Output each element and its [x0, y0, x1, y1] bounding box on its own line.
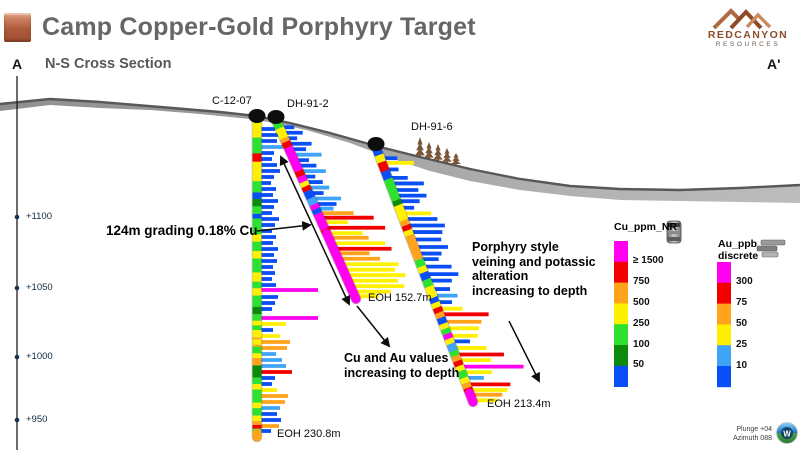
hole-interval — [465, 388, 478, 407]
legend-colorbar-segment — [717, 366, 731, 388]
hole-interval — [417, 264, 428, 275]
azimuth-label: Azimuth 088 — [733, 434, 772, 442]
hole-interval — [393, 203, 409, 222]
annotation-arrow — [508, 320, 540, 383]
section-title: N-S Cross Section — [45, 56, 172, 72]
legend-colorbar-segment — [614, 241, 628, 263]
hole-interval — [306, 196, 318, 207]
hole-interval — [275, 126, 289, 141]
hole-interval — [442, 332, 454, 341]
au-legend-title: Au_ppb discrete — [718, 238, 759, 262]
hole-interval — [424, 284, 438, 300]
hole-interval — [446, 342, 458, 353]
hole-interval — [297, 174, 308, 184]
hole-interval — [281, 139, 293, 150]
legend-colorbar-segment — [614, 261, 628, 283]
hole-interval — [401, 223, 412, 232]
hole-interval — [456, 369, 469, 380]
copper-bar-icon — [4, 13, 31, 42]
elevation-tick-dot — [14, 214, 20, 220]
legend-colorbar-segment — [717, 262, 731, 284]
hole-interval — [311, 207, 322, 216]
hole-interval — [419, 270, 431, 282]
legend-colorbar-segment — [614, 303, 628, 325]
cu-legend-title: Cu_ppm_NR — [614, 221, 678, 233]
hole-interval — [374, 153, 386, 164]
collar-dot — [367, 137, 385, 151]
legend-colorbar-segment — [614, 282, 628, 304]
hole-interval — [422, 277, 434, 289]
hole-interval — [280, 136, 290, 144]
hole-interval — [299, 179, 310, 189]
core-cylinder-icon — [666, 220, 682, 244]
redcanyon-logo-mark — [712, 8, 772, 30]
collar-dot — [267, 110, 285, 124]
terrain-surface — [0, 99, 800, 203]
hole-interval — [451, 354, 462, 363]
page-title: Camp Copper-Gold Porphyry Target — [42, 13, 476, 41]
tree-icon — [415, 137, 425, 156]
hole-interval — [439, 322, 450, 331]
hole-interval — [377, 160, 390, 173]
view-orientation: Plunge +04 Azimuth 088 — [700, 426, 772, 443]
hole-interval — [301, 184, 312, 193]
annotation-arrow — [356, 305, 391, 348]
hole-interval — [436, 316, 448, 326]
logo-subname: RESOURCES — [715, 41, 781, 48]
legend-colorbar-segment — [717, 345, 731, 367]
legend-colorbar-segment — [614, 324, 628, 346]
legend-colorbar-segment — [614, 365, 628, 387]
compass-letter: W — [783, 430, 791, 439]
hole-interval — [453, 359, 464, 368]
logo-name: REDCANYON — [707, 29, 789, 41]
hole-interval — [403, 228, 414, 237]
hole-interval — [432, 306, 444, 315]
hole-interval — [434, 311, 446, 320]
hole-interval — [455, 364, 466, 373]
compass-widget: W — [776, 422, 798, 444]
hole-interval — [414, 257, 426, 269]
section-end-label: A' — [767, 56, 781, 72]
elevation-tick-dot — [14, 354, 20, 360]
elevation-tick-dot — [14, 285, 20, 291]
legend-colorbar-segment — [717, 324, 731, 346]
hole-interval — [384, 177, 401, 202]
hole-interval — [459, 376, 470, 385]
annotation-arrow — [279, 155, 351, 306]
hole-interval — [313, 211, 329, 231]
hole-interval — [399, 218, 410, 227]
legend-colorbar-segment — [717, 303, 731, 325]
plunge-label: Plunge +04 — [736, 426, 772, 433]
hole-interval — [303, 189, 316, 200]
tree-icon — [433, 144, 443, 160]
hole-interval — [380, 169, 393, 181]
hole-interval — [461, 381, 472, 390]
section-start-label: A — [12, 56, 23, 72]
hole-interval — [449, 349, 460, 358]
hole-interval — [294, 169, 306, 179]
discrete-discs-icon — [756, 239, 786, 258]
legend-colorbar-segment — [717, 282, 731, 304]
hole-interval — [392, 198, 403, 207]
hole-interval — [430, 301, 442, 310]
tree-icon — [451, 153, 461, 165]
tree-icon — [424, 142, 434, 158]
hole-interval — [440, 327, 452, 336]
legend-colorbar-segment — [614, 345, 628, 367]
hole-interval — [309, 202, 320, 211]
elevation-tick-dot — [14, 417, 20, 423]
hole-interval — [444, 337, 456, 346]
hole-interval — [429, 295, 440, 305]
hole-interval — [405, 233, 423, 262]
tree-icon — [442, 148, 452, 162]
collar-dot — [248, 109, 266, 123]
